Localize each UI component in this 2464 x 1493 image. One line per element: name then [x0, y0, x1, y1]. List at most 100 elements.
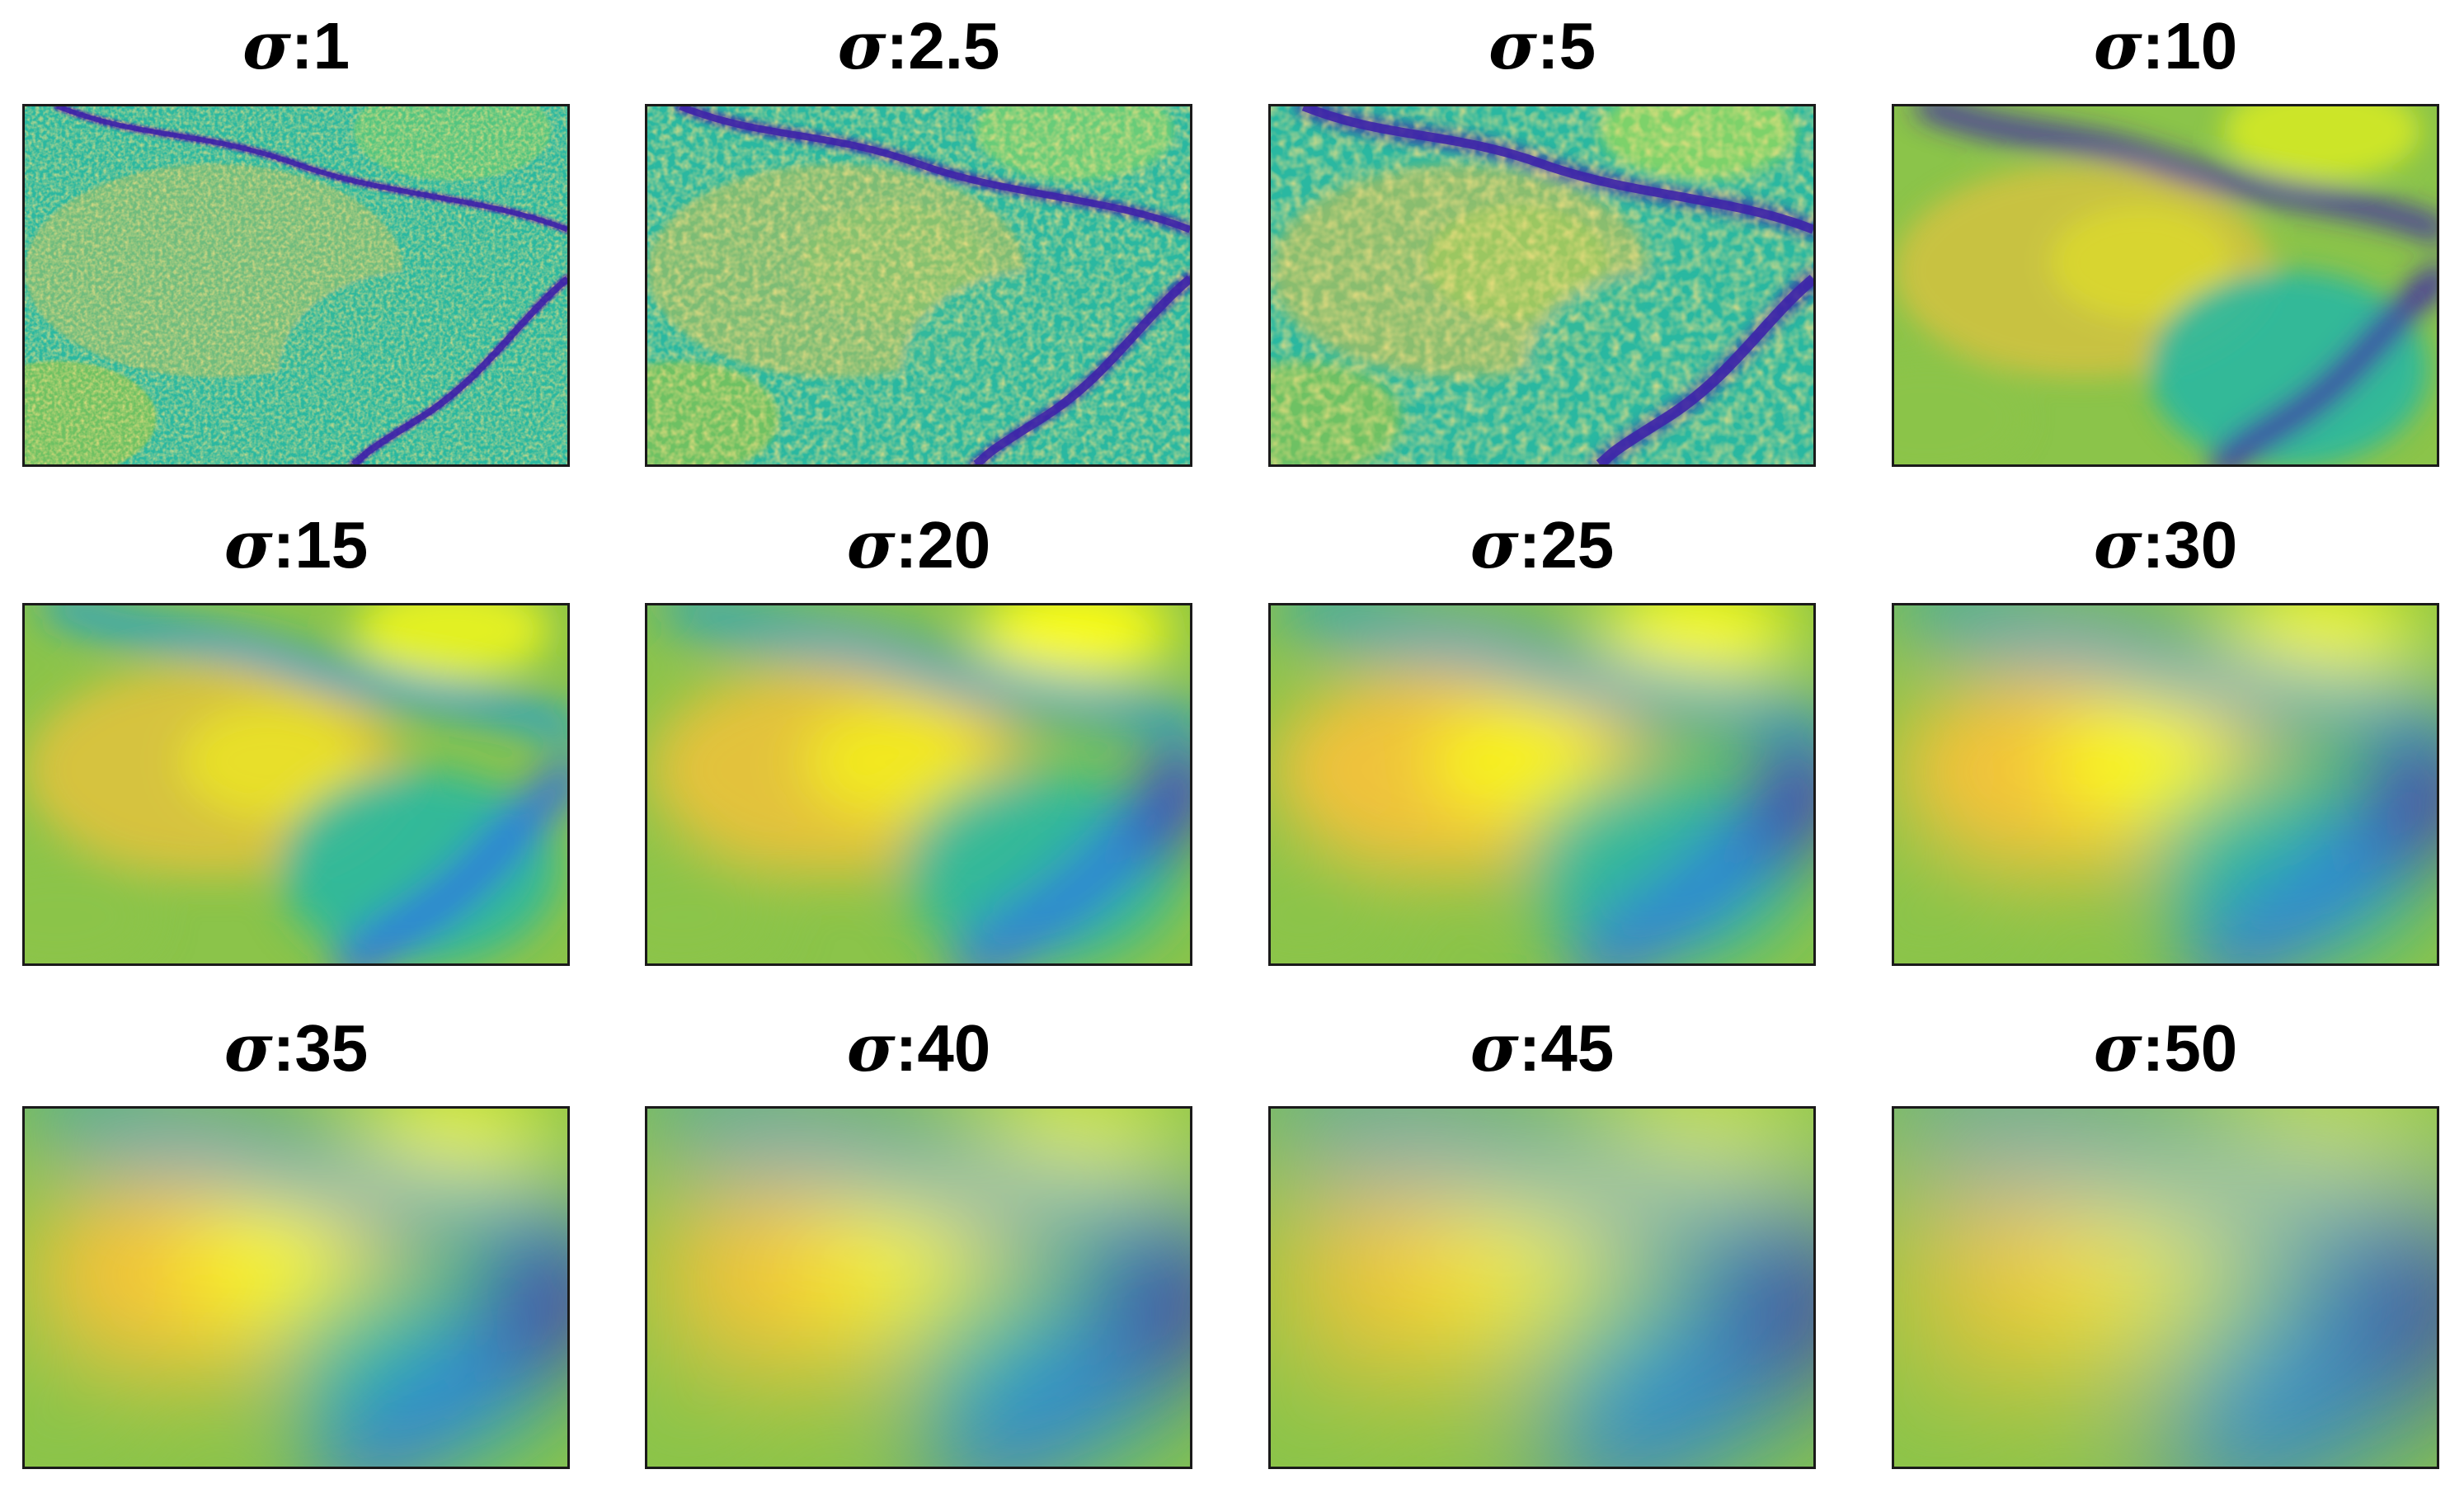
deep-pool	[1107, 1223, 1190, 1388]
heatmap-svg	[1271, 106, 1813, 464]
river-top	[661, 605, 1190, 748]
heatmap-image	[1892, 1106, 2439, 1469]
corner-blob	[25, 1363, 157, 1467]
hot-blob	[2050, 1207, 2231, 1322]
sigma-symbol: σ	[223, 506, 273, 583]
heatmap-svg	[647, 1109, 1190, 1467]
heatmap-image	[1892, 104, 2439, 467]
sigma-symbol: σ	[846, 506, 896, 583]
field-features	[1271, 605, 1813, 963]
sigma-value: :5	[1536, 9, 1596, 82]
heatmap-svg	[25, 106, 567, 464]
river-top	[1271, 1109, 1813, 1269]
panel-title: σ:20	[645, 499, 1192, 590]
heatmap-image	[22, 104, 570, 467]
panel-title: σ:35	[22, 1002, 570, 1093]
heatmap-svg	[1894, 106, 2437, 464]
cool-blob	[280, 770, 559, 963]
top-blob	[2222, 605, 2421, 680]
heatmap-svg	[25, 605, 567, 963]
heatmap-svg	[25, 1109, 567, 1467]
panel-title: σ:1	[22, 0, 570, 91]
river-top	[1900, 605, 2437, 756]
field-features	[647, 1109, 1190, 1467]
hot-blob	[2050, 205, 2231, 320]
river-top	[27, 1109, 567, 1262]
sigma-value: :25	[1518, 508, 1615, 582]
field-features	[1271, 1109, 1813, 1467]
heatmap-svg	[1271, 1109, 1813, 1467]
sigma-value: :40	[895, 1011, 991, 1085]
sigma-symbol: σ	[1488, 7, 1537, 84]
sigma-symbol: σ	[2093, 7, 2142, 84]
panel-title: σ:40	[645, 1002, 1192, 1093]
heatmap-image	[22, 603, 570, 966]
sigma-symbol: σ	[2093, 1009, 2142, 1086]
sigma-value: :35	[272, 1011, 369, 1085]
panel-title: σ:25	[1268, 499, 1816, 590]
sigma-value: :2.5	[886, 9, 1000, 82]
cool-blob	[1526, 770, 1805, 963]
heatmap-svg	[1271, 605, 1813, 963]
river-top-sharp	[679, 106, 1190, 233]
hot-blob	[2050, 704, 2231, 819]
river-top	[1915, 106, 2437, 242]
heatmap-image	[645, 104, 1192, 467]
panel-title: σ:10	[1892, 0, 2439, 91]
heatmap-image	[1268, 1106, 1816, 1469]
sigma-value: :45	[1518, 1011, 1615, 1085]
field-features	[1894, 605, 2437, 963]
heatmap-image	[1892, 603, 2439, 966]
speckle-texture	[647, 106, 1190, 464]
corner-blob	[25, 860, 157, 963]
hot-blob	[803, 1207, 985, 1322]
deep-pool	[1124, 737, 1190, 869]
sigma-symbol: σ	[837, 7, 886, 84]
corner-blob	[1894, 360, 2026, 464]
sigma-value: :10	[2142, 9, 2238, 82]
hot-blob	[181, 1207, 362, 1322]
river-right	[335, 759, 567, 963]
top-blob	[976, 605, 1174, 680]
corner-blob	[647, 1363, 779, 1467]
top-blob	[353, 605, 552, 680]
deep-pool	[489, 1227, 567, 1384]
field-features	[1894, 1109, 2437, 1467]
river-right-sharp	[973, 276, 1190, 464]
heatmap-image	[645, 1106, 1192, 1469]
panel-title: σ:15	[22, 499, 570, 590]
panel-title: σ:45	[1268, 1002, 1816, 1093]
field-features	[647, 605, 1190, 963]
sigma-symbol: σ	[2093, 506, 2142, 583]
river-top	[1894, 1109, 2437, 1274]
sigma-symbol: σ	[1469, 1009, 1519, 1086]
hot-blob	[803, 704, 985, 819]
corner-blob	[1894, 860, 2026, 963]
deep-pool	[2363, 728, 2437, 877]
panel-title: σ:5	[1268, 0, 1816, 91]
panel-title: σ:2.5	[645, 0, 1192, 91]
river-right-sharp	[1596, 275, 1813, 464]
heatmap-svg	[1894, 605, 2437, 963]
river-top-sharp	[56, 106, 567, 233]
field-features	[1894, 106, 2437, 464]
river-top	[1281, 605, 1813, 751]
sigma-symbol: σ	[223, 1009, 273, 1086]
heatmap-image	[22, 1106, 570, 1469]
sigma-value: :30	[2142, 508, 2238, 582]
deep-pool	[1743, 732, 1813, 873]
river-top	[647, 1109, 1190, 1266]
river-right-sharp	[351, 276, 567, 464]
heatmap-image	[645, 603, 1192, 966]
field-features	[25, 1109, 567, 1467]
top-blob	[2222, 106, 2421, 181]
heatmap-svg	[647, 605, 1190, 963]
heatmap-svg	[1894, 1109, 2437, 1467]
corner-blob	[647, 860, 779, 963]
corner-blob	[1894, 1363, 2026, 1467]
sigma-symbol: σ	[242, 7, 291, 84]
sigma-symbol: σ	[1469, 506, 1519, 583]
field-features	[25, 605, 567, 963]
cool-blob	[2149, 271, 2429, 464]
